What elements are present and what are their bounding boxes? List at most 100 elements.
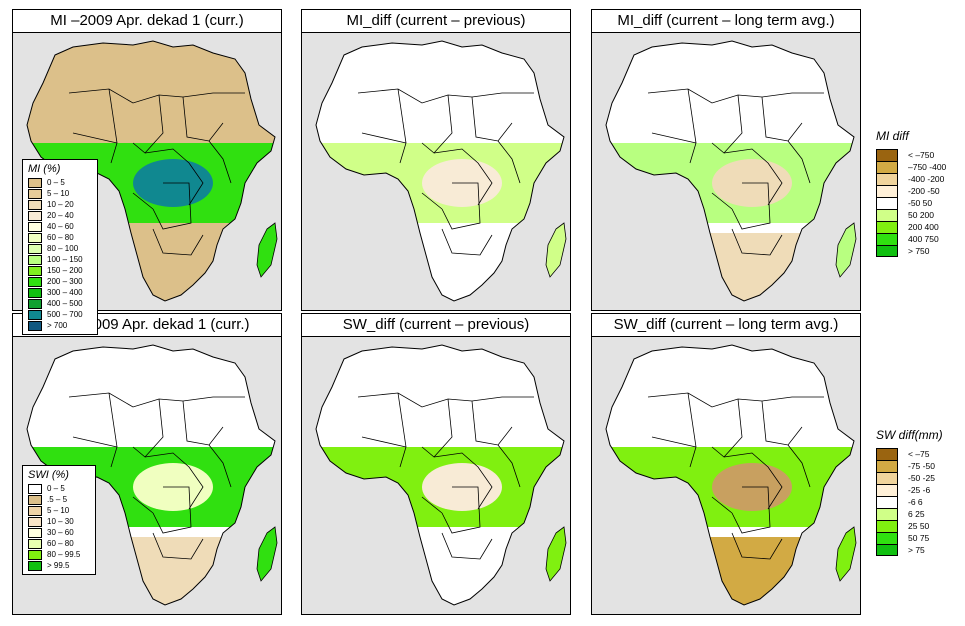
- madagascar: [256, 526, 278, 582]
- country-border: [441, 228, 493, 256]
- legend-label: 500 – 700: [47, 310, 83, 319]
- country-border: [152, 182, 192, 230]
- legend-item: -75 -50: [876, 460, 943, 472]
- legend-label: -75 -50: [908, 461, 935, 471]
- legend-label: 50 75: [908, 533, 930, 543]
- legend-swatch: [28, 210, 42, 221]
- country-border: [711, 496, 733, 514]
- legend-item: .5 – 5: [28, 494, 90, 505]
- legend-item: -50 50: [876, 197, 946, 209]
- legend-label: > 75: [908, 545, 925, 555]
- legend-label: 80 – 100: [47, 244, 79, 253]
- legend-item: 5 – 10: [28, 188, 92, 199]
- legend-swatch: [876, 544, 898, 556]
- legend-label: 400 – 500: [47, 299, 83, 308]
- madagascar: [835, 222, 857, 278]
- country-border: [433, 148, 493, 206]
- legend-swatch: [876, 460, 898, 472]
- legend-item: -25 -6: [876, 484, 943, 496]
- legend-swatch: [28, 549, 42, 560]
- country-border: [723, 452, 783, 510]
- legend-item: 80 – 100: [28, 243, 92, 254]
- country-border: [132, 94, 164, 154]
- legend-item: 25 50: [876, 520, 943, 532]
- africa-map: [605, 344, 857, 606]
- country-border: [651, 436, 697, 448]
- country-border: [433, 452, 493, 510]
- legend-item: 50 200: [876, 209, 946, 221]
- legend-label: 300 – 400: [47, 288, 83, 297]
- country-border: [208, 444, 232, 488]
- legend-swatch: [28, 254, 42, 265]
- legend-label: 5 – 10: [47, 189, 70, 198]
- southern-region: [316, 537, 564, 605]
- legend-label: -6 6: [908, 497, 923, 507]
- legend-item: 6 25: [876, 508, 943, 520]
- southern-region: [606, 233, 854, 301]
- coastline: [315, 40, 565, 302]
- legend-label: > 99.5: [47, 561, 70, 570]
- legend-item: 80 – 99.5: [28, 549, 90, 560]
- legend-swatch: [876, 221, 898, 233]
- africa-map: [605, 40, 857, 302]
- country-border: [132, 496, 154, 514]
- country-border: [711, 398, 743, 458]
- country-border: [731, 486, 771, 534]
- country-border: [421, 94, 453, 154]
- legend-swatch: [876, 532, 898, 544]
- country-border: [72, 436, 118, 448]
- country-border: [761, 96, 803, 142]
- legend-label: 10 – 30: [47, 517, 74, 526]
- legend-swatch: [28, 276, 42, 287]
- coastline: [605, 344, 855, 606]
- legend-swatch: [28, 516, 42, 527]
- country-border: [421, 192, 443, 210]
- legend-item: 50 75: [876, 532, 943, 544]
- legend-item: > 99.5: [28, 560, 90, 571]
- legend-item: 10 – 30: [28, 516, 90, 527]
- panel-title: SW_diff (current – previous): [301, 313, 571, 336]
- legend-swatch: [28, 309, 42, 320]
- legend-label: -200 -50: [908, 186, 940, 196]
- legend-swatch: [28, 320, 42, 331]
- legend-item: 0 – 5: [28, 177, 92, 188]
- country-border: [152, 486, 192, 534]
- africa-map: [26, 40, 278, 302]
- legend-swatch: [28, 287, 42, 298]
- country-border: [72, 132, 118, 144]
- panel-title: SW_diff (current – long term avg.): [591, 313, 861, 336]
- country-border: [441, 486, 481, 534]
- legend-label: 150 – 200: [47, 266, 83, 275]
- country-border: [421, 398, 453, 458]
- legend-item: 30 – 60: [28, 527, 90, 538]
- africa-map: [26, 344, 278, 606]
- legend-swatch: [28, 483, 42, 494]
- country-border: [208, 140, 232, 184]
- legend-label: -50 -25: [908, 473, 935, 483]
- coastline: [315, 344, 565, 606]
- legend-item: < –750: [876, 149, 946, 161]
- legend-swatch: [28, 232, 42, 243]
- legend-label: -25 -6: [908, 485, 931, 495]
- country-border: [497, 140, 521, 184]
- legend-swatch: [28, 177, 42, 188]
- legend-label: 25 50: [908, 521, 930, 531]
- legend-swatch: [28, 221, 42, 232]
- legend-swatch: [876, 233, 898, 245]
- legend-label: > 750: [908, 246, 930, 256]
- legend-item: 400 750: [876, 233, 946, 245]
- country-border: [441, 182, 481, 230]
- legend-swatch: [876, 173, 898, 185]
- legend-label: 30 – 60: [47, 528, 74, 537]
- legend-swatch: [876, 496, 898, 508]
- legend-item: 150 – 200: [28, 265, 92, 276]
- legend-label: 6 25: [908, 509, 925, 519]
- legend-label: 10 – 20: [47, 200, 74, 209]
- country-border: [132, 192, 154, 210]
- legend-label: 100 – 150: [47, 255, 83, 264]
- legend-label: -400 -200: [908, 174, 945, 184]
- legend-swatch: [876, 209, 898, 221]
- map-mi-diff-previous: [301, 32, 571, 311]
- legend-swatch: [28, 298, 42, 309]
- legend-item: > 700: [28, 320, 92, 331]
